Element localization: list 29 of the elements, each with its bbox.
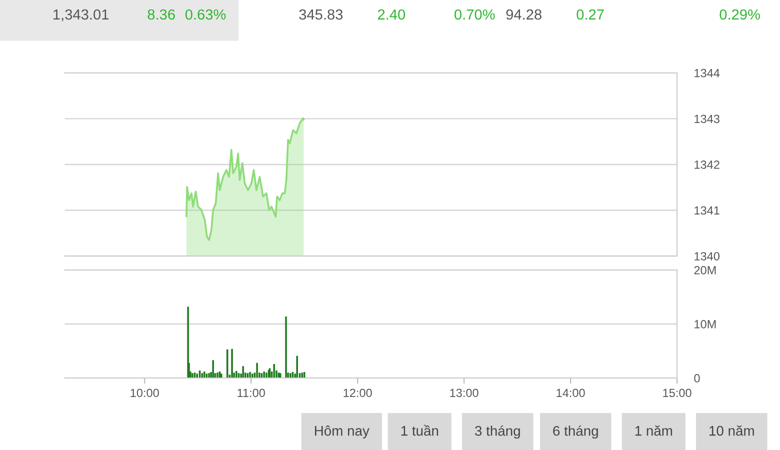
y-tick-label: 1341 <box>694 206 720 215</box>
x-tick-label: 10:00 <box>130 388 159 398</box>
text: 6 tháng <box>553 425 598 439</box>
text: 0.29% <box>720 9 760 20</box>
text: 8.36 <box>148 9 175 20</box>
text: 0.27 <box>576 9 604 20</box>
text: 1,343.01 <box>54 9 108 22</box>
text: 94.28 <box>506 9 542 20</box>
text: 1 tuần <box>401 424 438 436</box>
y-tick-label: 10M <box>694 320 716 328</box>
text: 2.40 <box>378 9 406 20</box>
x-tick-label: 11:00 <box>238 388 265 398</box>
y-tick-label: 1342 <box>694 160 720 169</box>
x-tick-label: 15:00 <box>663 388 692 398</box>
text: 3 tháng <box>475 425 520 439</box>
y-tick-label: 0 <box>694 374 700 382</box>
y-tick-label: 1343 <box>694 114 720 124</box>
text: 0.63% <box>185 9 226 20</box>
text: 345.83 <box>299 9 343 20</box>
text: 0.70% <box>454 9 495 20</box>
y-tick-label: 1340 <box>694 252 720 260</box>
text: 10 năm <box>710 425 754 436</box>
x-tick-label: 14:00 <box>556 388 585 398</box>
x-tick-label: 13:00 <box>450 388 478 398</box>
text: 1 năm <box>635 425 672 436</box>
text: Hôm nay <box>314 426 370 438</box>
y-tick-label: 20M <box>694 266 716 274</box>
y-tick-label: 1344 <box>694 68 720 78</box>
x-tick-label: 12:00 <box>344 388 372 398</box>
